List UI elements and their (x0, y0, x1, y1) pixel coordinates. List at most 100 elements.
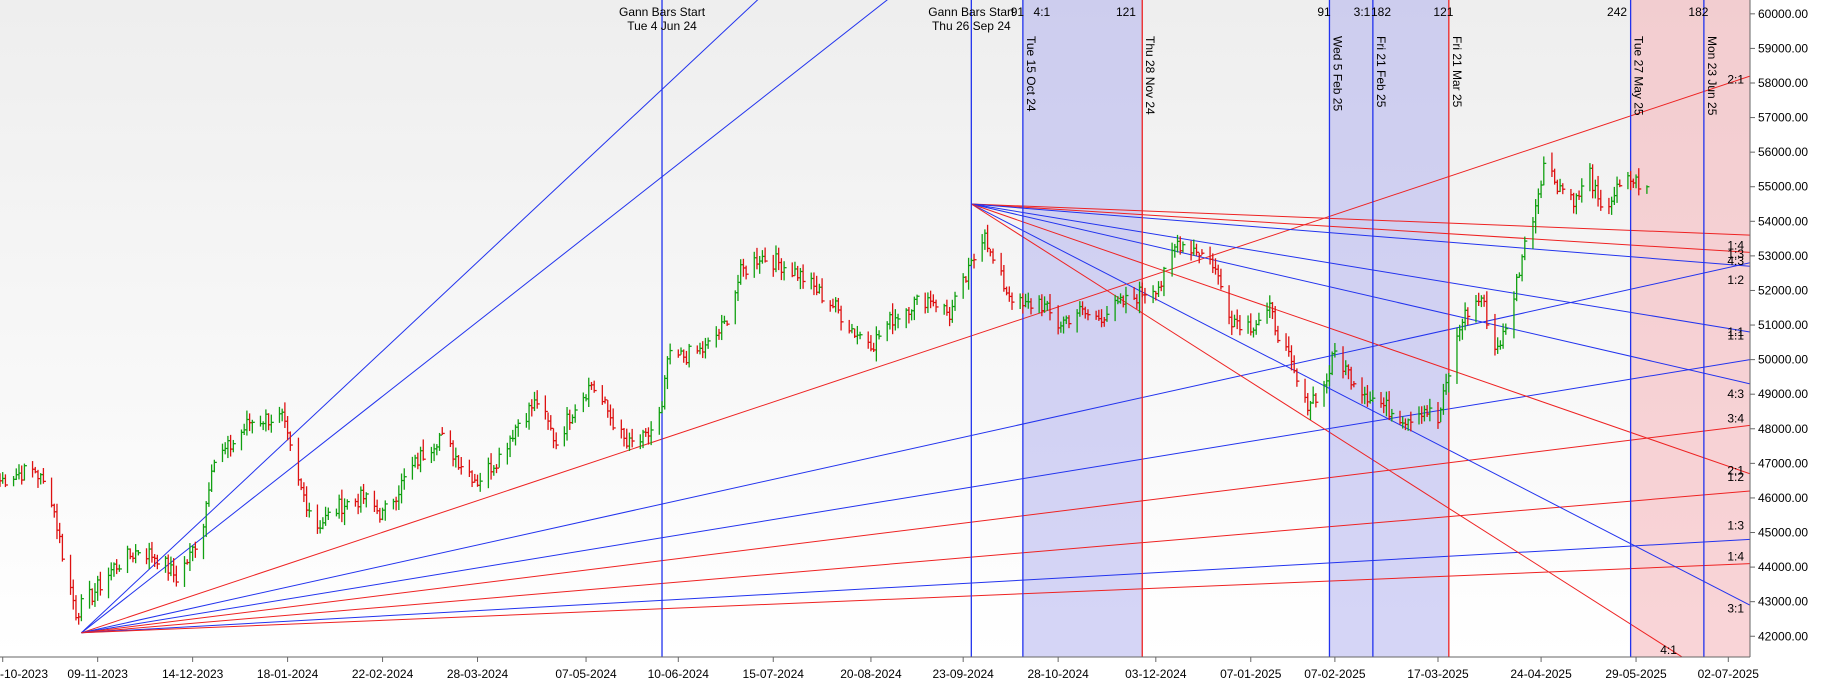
gann-angle-line (81, 424, 1750, 634)
ratio-label: 1:4 (1727, 239, 1744, 253)
x-tick-label: -10-2023 (0, 667, 48, 681)
x-tick-label: 20-08-2024 (840, 667, 902, 681)
y-tick-label: 53000.00 (1758, 249, 1808, 263)
gann-angle-line (971, 203, 1750, 236)
y-tick-label: 42000.00 (1758, 629, 1808, 643)
gann-angle-line (971, 203, 1750, 267)
gann-angle-line (971, 203, 1750, 606)
gann-fans (81, 0, 1750, 657)
y-tick-label: 46000.00 (1758, 491, 1808, 505)
vertical-line-label: Mon 23 Jun 25 (1705, 36, 1719, 116)
ratio-label: 4:3 (1727, 254, 1744, 268)
ratio-label: 1:1 (1727, 328, 1744, 342)
ratio-label: 2:1 (1727, 73, 1744, 87)
y-tick-label: 44000.00 (1758, 560, 1808, 574)
gann-angle-line (81, 359, 1750, 634)
vertical-line-label: Tue 15 Oct 24 (1024, 36, 1038, 112)
x-tick-label: 09-11-2023 (67, 667, 128, 681)
gann-angle-line (81, 75, 1750, 634)
ratio-label: 1:1 (1727, 325, 1744, 339)
top-count-label: 182 (1688, 5, 1708, 19)
top-count-label: 121 (1433, 5, 1453, 19)
gann-start-label: Thu 26 Sep 24 (932, 19, 1011, 33)
y-tick-label: 55000.00 (1758, 180, 1808, 194)
gann-angle-line (971, 203, 1750, 333)
y-tick-label: 50000.00 (1758, 353, 1808, 367)
x-tick-label: 14-12-2023 (162, 667, 224, 681)
gann-angle-line (81, 262, 1750, 634)
y-tick-label: 47000.00 (1758, 456, 1808, 470)
y-tick-label: 57000.00 (1758, 111, 1808, 125)
time-bands (1022, 0, 1750, 657)
x-axis: -10-2023 09-11-2023 14-12-2023 18-01-2024 22… (0, 657, 1759, 681)
ratio-label: 1:4 (1727, 550, 1744, 564)
gann-angle-line (81, 0, 888, 634)
axis-panel (1750, 0, 1822, 687)
plot-background (0, 0, 1750, 657)
top-count-label: 3:1 (1354, 5, 1371, 19)
y-tick-label: 52000.00 (1758, 283, 1808, 297)
x-tick-label: 07-02-2025 (1304, 667, 1366, 681)
x-tick-label: 22-02-2024 (352, 667, 414, 681)
y-tick-label: 43000.00 (1758, 595, 1808, 609)
gann-angle-line (971, 203, 1750, 253)
x-tick-label: 23-09-2024 (932, 667, 994, 681)
gann-angle-line (81, 490, 1750, 634)
vertical-line-label: Wed 5 Feb 25 (1330, 36, 1344, 111)
ratio-label: 2:1 (1727, 463, 1744, 477)
top-count-label: 91 (1317, 5, 1331, 19)
x-tick-label: 29-05-2025 (1605, 667, 1667, 681)
x-tick-label: 28-10-2024 (1027, 667, 1089, 681)
time-band (1022, 0, 1143, 657)
gann-angle-line (81, 563, 1750, 634)
top-count-label: 91 (1011, 5, 1025, 19)
x-tick-label: 24-04-2025 (1510, 667, 1572, 681)
gann-start-label: Gann Bars Start (928, 5, 1015, 19)
ratio-labels: 2:11:41:34:31:21:11:14:33:42:11:21:31:43… (1660, 73, 1744, 658)
ratio-label: 1:2 (1727, 470, 1744, 484)
gann-angle-line (971, 203, 1750, 475)
y-tick-label: 51000.00 (1758, 318, 1808, 332)
ratio-label: 3:4 (1727, 411, 1744, 425)
vertical-line-label: Tue 27 May 25 (1632, 36, 1646, 116)
y-tick-label: 58000.00 (1758, 76, 1808, 90)
top-count-label: 121 (1116, 5, 1136, 19)
x-tick-label: 07-05-2024 (555, 667, 617, 681)
ratio-label: 4:1 (1660, 643, 1677, 657)
ratio-label: 1:3 (1727, 519, 1744, 533)
x-tick-label: 18-01-2024 (257, 667, 319, 681)
gann-start-label: Gann Bars Start (619, 5, 706, 19)
vertical-line-label: Thu 28 Nov 24 (1143, 36, 1157, 115)
y-tick-label: 48000.00 (1758, 422, 1808, 436)
gann-angle-line (971, 203, 1683, 657)
gann-angle-line (81, 0, 759, 634)
top-count-label: 182 (1371, 5, 1391, 19)
top-count-labels: 91 4:1 121 91 3:1 182 121 242 182 (1011, 5, 1709, 19)
top-count-label: 4:1 (1034, 5, 1051, 19)
ratio-label: 3:1 (1727, 602, 1744, 616)
vertical-line-label: Fri 21 Feb 25 (1374, 36, 1388, 108)
x-tick-label: 28-03-2024 (447, 667, 509, 681)
x-tick-label: 10-06-2024 (648, 667, 710, 681)
y-tick-label: 45000.00 (1758, 526, 1808, 540)
gann-angle-line (81, 538, 1750, 634)
y-axis: 42000.00 43000.00 44000.00 45000.00 46000.00… (1750, 7, 1808, 643)
y-tick-label: 49000.00 (1758, 387, 1808, 401)
ratio-label: 1:2 (1727, 273, 1744, 287)
top-count-label: 242 (1607, 5, 1627, 19)
vertical-line-label: Fri 21 Mar 25 (1450, 36, 1464, 108)
x-tick-label: 07-01-2025 (1220, 667, 1282, 681)
gann-start-label: Tue 4 Jun 24 (627, 19, 697, 33)
ratio-label: 4:3 (1727, 387, 1744, 401)
x-tick-label: 15-07-2024 (743, 667, 805, 681)
x-tick-label: 02-07-2025 (1698, 667, 1760, 681)
y-tick-label: 60000.00 (1758, 7, 1808, 21)
gann-angle-line (971, 203, 1750, 385)
y-tick-label: 54000.00 (1758, 214, 1808, 228)
time-band (1329, 0, 1449, 657)
x-tick-label: 03-12-2024 (1125, 667, 1187, 681)
x-tick-label: 17-03-2025 (1407, 667, 1469, 681)
y-tick-label: 56000.00 (1758, 145, 1808, 159)
